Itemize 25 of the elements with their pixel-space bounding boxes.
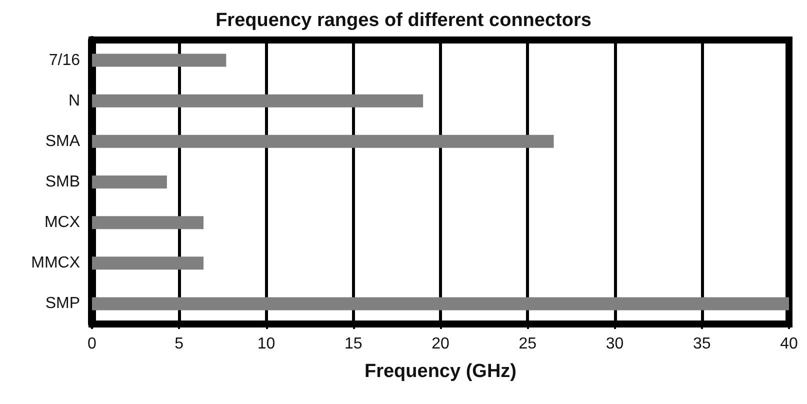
y-tick-label: SMA: [45, 132, 80, 150]
y-tick-label: SMB: [45, 174, 80, 190]
bar: [92, 94, 424, 108]
x-tick-label: 5: [174, 336, 184, 352]
x-tick-label: 35: [692, 336, 711, 352]
x-tick-label: 15: [344, 336, 362, 352]
x-tick-label: 40: [780, 336, 798, 352]
x-tick-label: 0: [88, 336, 97, 352]
y-tick-label: MMCX: [31, 254, 80, 272]
x-axis-title: Frequency (GHz): [364, 361, 517, 382]
x-tick-label: 20: [432, 336, 450, 352]
bar: [92, 134, 554, 148]
bar: [92, 256, 204, 270]
y-tick-label: 7/16: [48, 52, 80, 69]
bar: [92, 54, 226, 67]
y-tick-label: SMP: [45, 295, 80, 312]
bar: [92, 297, 789, 310]
x-tick-label: 30: [606, 336, 624, 352]
chart-title: Frequency ranges of different connectors: [216, 10, 592, 31]
y-tick-label: MCX: [44, 214, 80, 232]
bar: [92, 216, 204, 230]
y-tick-label: N: [68, 92, 80, 110]
x-tick-label: 10: [257, 336, 276, 352]
bar: [92, 176, 167, 188]
x-tick-label: 25: [518, 336, 537, 352]
